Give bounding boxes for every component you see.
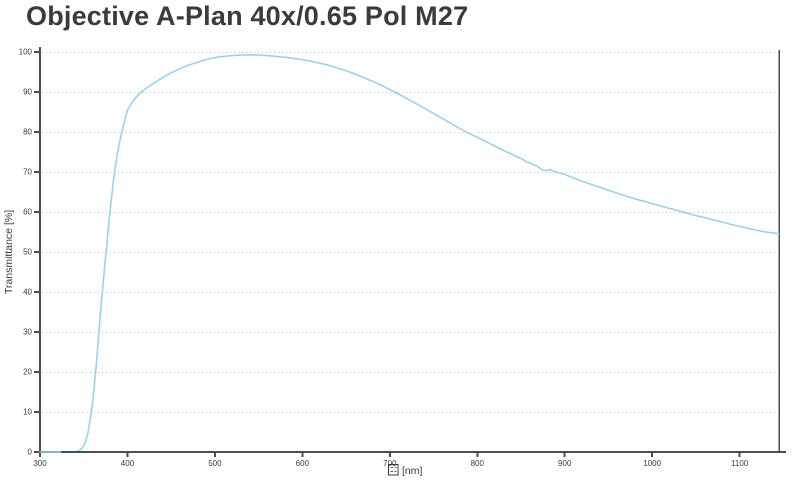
x-tick-label: 400 xyxy=(121,459,135,468)
y-axis-title: Transmittance [%] xyxy=(3,210,15,294)
x-tick-label: 1100 xyxy=(731,459,749,468)
x-tick-label: 600 xyxy=(296,459,310,468)
y-gridlines xyxy=(42,52,779,413)
axes xyxy=(37,47,786,453)
x-axis-title: [nm] xyxy=(388,464,423,477)
x-tick-label: 900 xyxy=(558,459,572,468)
x-tick-label: 1000 xyxy=(643,459,661,468)
curve-layer xyxy=(39,53,780,454)
y-tick-label: 10 xyxy=(23,408,32,417)
y-tick-labels: 0 10 20 30 40 50 60 70 80 90 100 xyxy=(19,48,33,457)
y-tick-label: 30 xyxy=(23,328,32,337)
page-title: Objective A-Plan 40x/0.65 Pol M27 xyxy=(26,1,469,31)
x-tick-label: 700 xyxy=(383,459,397,468)
x-axis-unit-label: [nm] xyxy=(402,465,423,477)
y-tick-label: 80 xyxy=(23,128,32,137)
x-tick-label: 500 xyxy=(208,459,222,468)
y-tick-label: 50 xyxy=(23,248,32,257)
x-tick-label: 300 xyxy=(33,459,47,468)
missing-glyph-box-icon xyxy=(388,464,399,476)
x-tick-labels: 300 400 500 600 700 800 900 1000 1100 xyxy=(33,459,748,468)
x-tick-label: 800 xyxy=(471,459,485,468)
y-tick-label: 0 xyxy=(28,448,33,457)
y-tick-label: 40 xyxy=(23,288,32,297)
x-ticks xyxy=(39,452,741,457)
y-tick-label: 100 xyxy=(19,48,33,57)
y-tick-label: 20 xyxy=(23,368,32,377)
y-tick-label: 90 xyxy=(23,88,32,97)
transmittance-curve xyxy=(39,53,780,453)
y-tick-label: 60 xyxy=(23,208,32,217)
y-tick-label: 70 xyxy=(23,168,32,177)
